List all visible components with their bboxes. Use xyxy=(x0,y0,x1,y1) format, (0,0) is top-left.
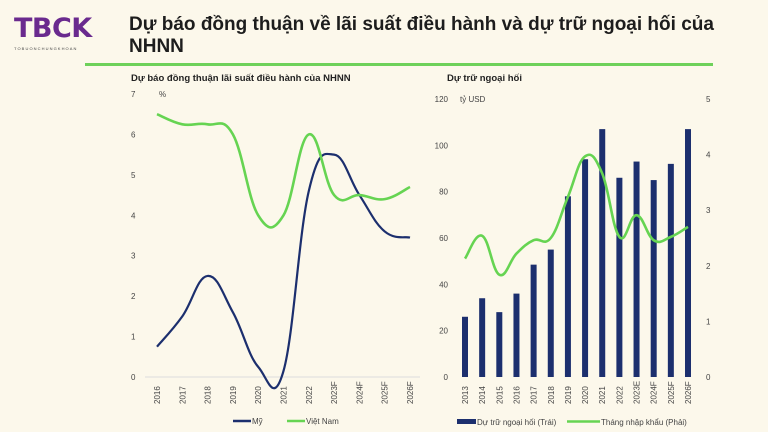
x-tick-label: 2026F xyxy=(406,381,415,404)
logo-subtext: TOBUONCHUNGKHOAN xyxy=(14,46,78,51)
bar xyxy=(599,129,606,377)
series-line-months-import xyxy=(463,153,689,277)
bar xyxy=(496,312,503,377)
x-tick-label: 2022 xyxy=(615,386,624,404)
x-tick-label: 2021 xyxy=(280,386,289,404)
x-tick-label: 2018 xyxy=(204,386,213,404)
x-tick-label: 2019 xyxy=(564,386,573,404)
legend-label: Dự trữ ngoại hối (Trái) xyxy=(477,418,557,427)
y-tick-label: 0 xyxy=(131,373,136,382)
bar xyxy=(462,316,468,377)
left-chart-title: Dự báo đồng thuận lãi suất điều hành của… xyxy=(131,73,351,84)
y-tick-label: 1 xyxy=(131,333,136,342)
x-tick-label: 2017 xyxy=(178,386,187,404)
x-tick-label: 2025F xyxy=(381,381,390,404)
y2-tick-label: 0 xyxy=(706,373,711,382)
y2-tick-label: 3 xyxy=(706,206,711,215)
legend-label: Tháng nhập khẩu (Phải) xyxy=(601,418,687,427)
bar xyxy=(513,293,520,377)
page-title: Dự báo đồng thuận về lãi suất điều hành … xyxy=(129,14,714,57)
y-unit-label: tỷ USD xyxy=(460,95,486,104)
x-tick-label: 2014 xyxy=(478,386,487,404)
y-tick-label: 2 xyxy=(131,292,136,301)
y-tick-label: 3 xyxy=(131,252,136,261)
y-tick-label: 5 xyxy=(131,171,136,180)
x-tick-label: 2020 xyxy=(254,386,263,404)
x-tick-label: 2025F xyxy=(667,381,676,404)
x-tick-label: 2013 xyxy=(461,386,470,404)
bar xyxy=(564,196,571,377)
bar xyxy=(616,177,623,377)
y-tick-label: 6 xyxy=(131,130,136,139)
x-tick-label: 2026F xyxy=(684,381,693,404)
y-tick-label: 20 xyxy=(439,327,448,336)
y-tick-label: 4 xyxy=(131,211,136,220)
bar xyxy=(667,163,674,377)
y2-tick-label: 1 xyxy=(706,317,711,326)
series-line-Việt Nam xyxy=(156,113,411,229)
x-tick-label: 2016 xyxy=(153,386,162,404)
legend-swatch xyxy=(457,419,476,424)
y-tick-label: 120 xyxy=(435,95,449,104)
y-tick-label: 100 xyxy=(435,141,449,150)
x-tick-label: 2019 xyxy=(229,386,238,404)
y-unit-label: % xyxy=(159,90,166,99)
y2-tick-label: 4 xyxy=(706,151,711,160)
bar xyxy=(547,249,554,377)
x-tick-label: 2024F xyxy=(355,381,364,404)
x-tick-label: 2018 xyxy=(547,386,556,404)
logo-text: TBCK xyxy=(14,13,92,44)
bar xyxy=(633,161,640,377)
bar xyxy=(530,264,537,377)
x-tick-label: 2020 xyxy=(581,386,590,404)
bar xyxy=(650,180,657,377)
y-tick-label: 60 xyxy=(439,234,448,243)
x-tick-label: 2024F xyxy=(650,381,659,404)
x-tick-label: 2015 xyxy=(495,386,504,404)
y-tick-label: 0 xyxy=(444,373,449,382)
title-divider xyxy=(85,63,713,66)
bar xyxy=(582,159,589,377)
y2-tick-label: 2 xyxy=(706,262,711,271)
y2-tick-label: 5 xyxy=(706,95,711,104)
legend-label: Mỹ xyxy=(252,417,263,426)
right-chart-title: Dự trữ ngoại hối xyxy=(447,73,522,84)
x-tick-label: 2017 xyxy=(530,386,539,404)
legend-label: Việt Nam xyxy=(306,417,339,426)
bar xyxy=(479,298,486,377)
x-tick-label: 2023F xyxy=(330,381,339,404)
series-line-Mỹ xyxy=(156,152,411,390)
y-tick-label: 80 xyxy=(439,188,448,197)
y-tick-label: 7 xyxy=(131,90,136,99)
y-tick-label: 40 xyxy=(439,280,448,289)
x-tick-label: 2023E xyxy=(633,381,642,404)
x-tick-label: 2016 xyxy=(512,386,521,404)
x-tick-label: 2021 xyxy=(598,386,607,404)
logo: TBCK TOBUONCHUNGKHOAN xyxy=(14,13,109,52)
bar xyxy=(685,129,691,377)
x-tick-label: 2022 xyxy=(305,386,314,404)
